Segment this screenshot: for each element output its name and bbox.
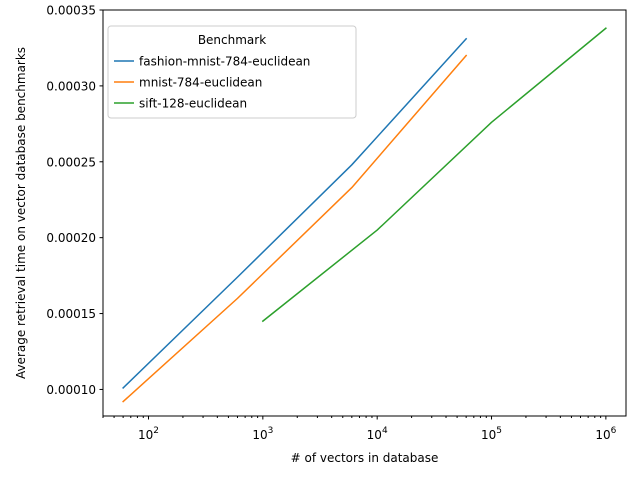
x-axis-label: # of vectors in database bbox=[291, 451, 439, 465]
legend-box bbox=[107, 25, 357, 119]
legend-label: fashion-mnist-784-euclidean bbox=[139, 55, 310, 69]
series-line-1 bbox=[122, 37, 468, 389]
series-line-3 bbox=[261, 27, 607, 323]
y-tick-label: 0.00035 bbox=[46, 4, 96, 18]
legend-entries: fashion-mnist-784-euclidean mnist-784-euc… bbox=[114, 55, 310, 111]
x-tick-label: 105 bbox=[481, 426, 502, 442]
x-tick-exponent: 3 bbox=[268, 426, 274, 436]
y-tick-label: 0.00015 bbox=[46, 307, 96, 321]
y-tick-label: 0.00020 bbox=[46, 231, 96, 245]
x-tick-base: 10 bbox=[252, 428, 267, 442]
x-tick-base: 10 bbox=[481, 428, 496, 442]
x-tick-label: 102 bbox=[138, 426, 159, 442]
x-tick-base: 10 bbox=[367, 428, 382, 442]
legend-label: mnist-784-euclidean bbox=[139, 76, 262, 90]
plot-frame bbox=[102, 9, 627, 417]
x-tick-label: 106 bbox=[595, 426, 616, 442]
legend-title: Benchmark bbox=[198, 33, 266, 47]
series-lines bbox=[122, 27, 607, 403]
legend: Benchmark fashion-mnist-784-euclidean mni… bbox=[107, 25, 357, 119]
y-axis-ticks: 0.00010 0.00015 0.00020 0.00025 0.00030 0.000… bbox=[46, 4, 103, 397]
x-tick-exponent: 2 bbox=[153, 426, 159, 436]
x-tick-base: 10 bbox=[138, 428, 153, 442]
x-axis-ticks: 102 103 104 105 106 bbox=[138, 416, 617, 442]
x-tick-label: 103 bbox=[252, 426, 273, 442]
y-tick-label: 0.00030 bbox=[46, 79, 96, 93]
y-tick-label: 0.00025 bbox=[46, 155, 96, 169]
legend-label: sift-128-euclidean bbox=[139, 97, 247, 111]
x-tick-label: 104 bbox=[367, 426, 388, 442]
series-line-2 bbox=[122, 54, 468, 403]
x-tick-exponent: 5 bbox=[496, 426, 502, 436]
x-tick-exponent: 4 bbox=[382, 426, 388, 436]
x-tick-base: 10 bbox=[595, 428, 610, 442]
y-tick-label: 0.00010 bbox=[46, 383, 96, 397]
x-tick-exponent: 6 bbox=[611, 426, 617, 436]
y-axis-label: Average retrieval time on vector databas… bbox=[14, 47, 28, 379]
